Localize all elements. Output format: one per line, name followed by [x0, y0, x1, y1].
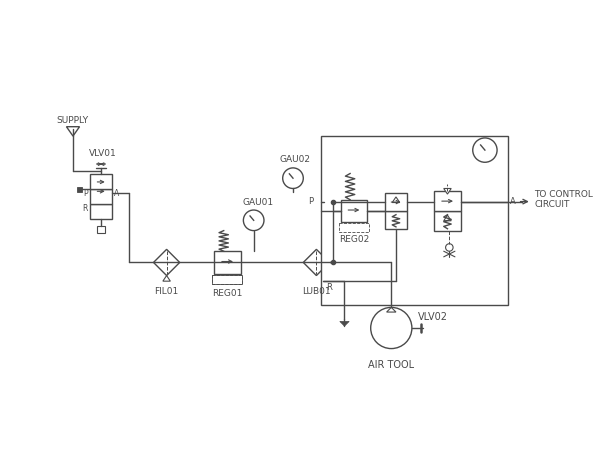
- Text: GAU01: GAU01: [243, 198, 274, 207]
- Text: P: P: [83, 189, 88, 198]
- Polygon shape: [163, 275, 170, 281]
- Text: LUB01: LUB01: [302, 287, 331, 296]
- Polygon shape: [392, 197, 400, 202]
- Text: R: R: [326, 283, 332, 292]
- Bar: [321, 136, 508, 305]
- Bar: [90, 189, 112, 204]
- Text: SUPPLY: SUPPLY: [56, 116, 88, 125]
- Text: A: A: [510, 197, 516, 206]
- Text: GAU02: GAU02: [280, 155, 310, 164]
- Circle shape: [371, 307, 412, 349]
- Text: VLV02: VLV02: [418, 312, 448, 322]
- Bar: [434, 211, 461, 230]
- Circle shape: [473, 138, 497, 162]
- Circle shape: [446, 244, 453, 251]
- Text: P: P: [308, 197, 314, 206]
- Circle shape: [283, 168, 303, 189]
- Circle shape: [244, 210, 264, 230]
- Bar: [77, 187, 82, 192]
- Bar: [212, 274, 242, 284]
- Polygon shape: [340, 321, 349, 326]
- Bar: [214, 251, 241, 274]
- Bar: [97, 226, 105, 234]
- Bar: [90, 204, 112, 220]
- Text: REG02: REG02: [339, 235, 369, 244]
- Text: VLV01: VLV01: [89, 148, 117, 157]
- Text: AIR TOOL: AIR TOOL: [368, 360, 415, 370]
- Text: FIL01: FIL01: [154, 287, 179, 296]
- Bar: [385, 211, 407, 229]
- Bar: [385, 193, 407, 211]
- Text: TO CONTROL
CIRCUIT: TO CONTROL CIRCUIT: [535, 190, 593, 209]
- Polygon shape: [386, 307, 396, 312]
- Bar: [341, 200, 367, 222]
- Bar: [90, 175, 112, 189]
- Polygon shape: [303, 249, 329, 275]
- Polygon shape: [154, 249, 180, 275]
- Polygon shape: [444, 189, 451, 194]
- Bar: [434, 191, 461, 211]
- Polygon shape: [444, 215, 451, 221]
- Text: A: A: [114, 189, 119, 198]
- Text: R: R: [83, 204, 88, 213]
- Polygon shape: [67, 127, 80, 136]
- Text: REG01: REG01: [212, 288, 242, 297]
